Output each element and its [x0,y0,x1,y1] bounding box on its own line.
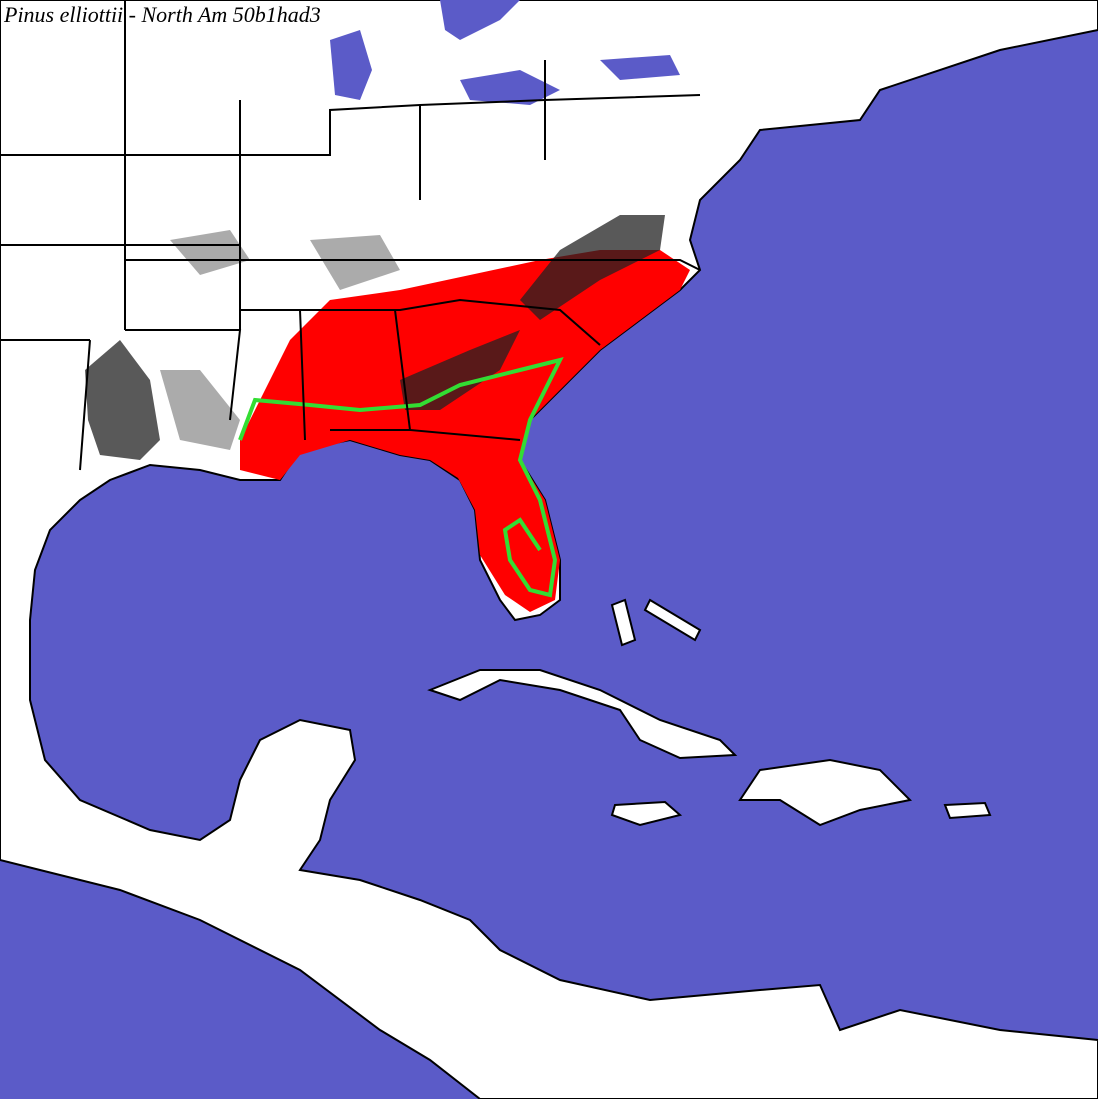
border [0,94,701,156]
border [239,60,546,441]
range-red [240,250,690,612]
cuba [427,669,738,760]
border [0,0,701,330]
lake [440,0,520,40]
bahamas [643,598,702,642]
bahamas [610,598,637,647]
map-title: Pinus elliottii - North Am 50b1had3 [3,2,321,27]
lake [330,30,372,100]
range-grey [160,230,400,450]
border [0,329,242,471]
lake [460,70,560,105]
lake [600,55,680,80]
hispaniola [738,758,913,827]
puerto-rico [943,801,992,820]
great-lakes [330,0,680,105]
islands [427,598,992,827]
border [240,298,601,346]
state-borders [0,0,701,471]
natural-range-outline [238,357,564,598]
range-dark [85,215,665,460]
jamaica [610,800,683,827]
